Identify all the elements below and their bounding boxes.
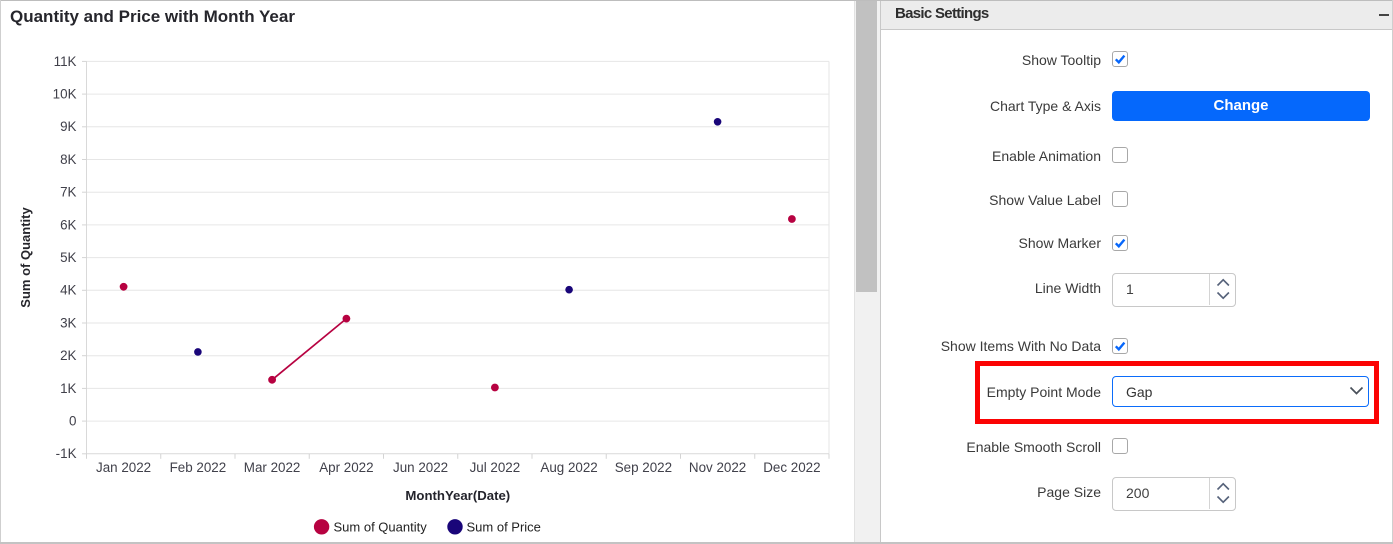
svg-text:Aug 2022: Aug 2022 bbox=[540, 460, 597, 475]
svg-text:Feb 2022: Feb 2022 bbox=[170, 460, 227, 475]
svg-text:Quantity and Price with Month: Quantity and Price with Month Year bbox=[10, 7, 295, 26]
svg-text:Apr 2022: Apr 2022 bbox=[319, 460, 373, 475]
svg-text:6K: 6K bbox=[60, 217, 76, 232]
svg-text:-1K: -1K bbox=[56, 446, 77, 461]
svg-text:4K: 4K bbox=[60, 283, 76, 298]
svg-text:Sum of Quantity: Sum of Quantity bbox=[18, 207, 33, 308]
svg-text:1K: 1K bbox=[60, 381, 76, 396]
svg-text:10K: 10K bbox=[53, 87, 77, 102]
svg-text:Jan 2022: Jan 2022 bbox=[96, 460, 151, 475]
svg-text:Dec 2022: Dec 2022 bbox=[763, 460, 820, 475]
svg-text:0: 0 bbox=[69, 414, 76, 429]
svg-text:Sum of Quantity: Sum of Quantity bbox=[334, 519, 428, 534]
svg-text:9K: 9K bbox=[60, 119, 76, 134]
svg-text:MonthYear(Date): MonthYear(Date) bbox=[405, 488, 510, 503]
svg-text:5K: 5K bbox=[60, 250, 76, 265]
svg-text:Nov 2022: Nov 2022 bbox=[689, 460, 746, 475]
svg-text:2K: 2K bbox=[60, 348, 76, 363]
svg-text:Jul 2022: Jul 2022 bbox=[470, 460, 521, 475]
svg-text:Mar 2022: Mar 2022 bbox=[244, 460, 301, 475]
svg-text:3K: 3K bbox=[60, 315, 76, 330]
svg-text:11K: 11K bbox=[54, 54, 77, 69]
svg-text:7K: 7K bbox=[60, 185, 76, 200]
svg-text:Jun 2022: Jun 2022 bbox=[393, 460, 448, 475]
svg-text:Sum of Price: Sum of Price bbox=[467, 519, 541, 534]
svg-text:Sep 2022: Sep 2022 bbox=[615, 460, 672, 475]
svg-text:8K: 8K bbox=[60, 152, 76, 167]
